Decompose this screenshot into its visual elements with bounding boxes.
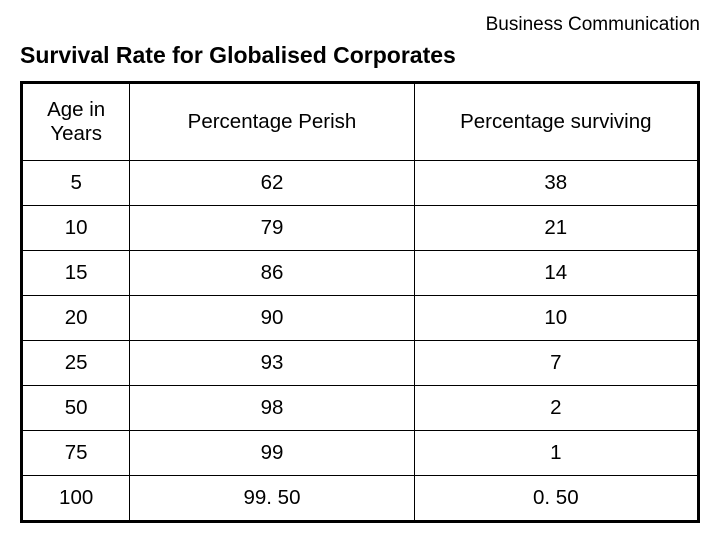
- page-title: Survival Rate for Globalised Corporates: [20, 42, 700, 69]
- cell-age: 5: [22, 161, 130, 206]
- col-header-perish: Percentage Perish: [130, 83, 414, 161]
- table-row: 75 99 1: [22, 431, 699, 476]
- cell-age: 10: [22, 206, 130, 251]
- cell-perish: 93: [130, 341, 414, 386]
- table-header-row: Age in Years Percentage Perish Percentag…: [22, 83, 699, 161]
- cell-age: 100: [22, 476, 130, 522]
- cell-perish: 86: [130, 251, 414, 296]
- table-row: 15 86 14: [22, 251, 699, 296]
- cell-survive: 14: [414, 251, 698, 296]
- cell-survive: 10: [414, 296, 698, 341]
- cell-perish: 62: [130, 161, 414, 206]
- cell-perish: 98: [130, 386, 414, 431]
- cell-survive: 7: [414, 341, 698, 386]
- table-row: 100 99. 50 0. 50: [22, 476, 699, 522]
- cell-survive: 38: [414, 161, 698, 206]
- table-row: 20 90 10: [22, 296, 699, 341]
- col-header-age: Age in Years: [22, 83, 130, 161]
- cell-age: 25: [22, 341, 130, 386]
- header-label: Business Communication: [20, 14, 700, 36]
- col-header-surviving: Percentage surviving: [414, 83, 698, 161]
- cell-perish: 79: [130, 206, 414, 251]
- table-body: 5 62 38 10 79 21 15 86 14 20 90 10 25 93…: [22, 161, 699, 522]
- table-row: 50 98 2: [22, 386, 699, 431]
- cell-age: 15: [22, 251, 130, 296]
- table-row: 10 79 21: [22, 206, 699, 251]
- table-row: 5 62 38: [22, 161, 699, 206]
- cell-perish: 90: [130, 296, 414, 341]
- cell-age: 20: [22, 296, 130, 341]
- cell-perish: 99. 50: [130, 476, 414, 522]
- cell-age: 75: [22, 431, 130, 476]
- cell-survive: 2: [414, 386, 698, 431]
- cell-perish: 99: [130, 431, 414, 476]
- cell-survive: 21: [414, 206, 698, 251]
- survival-rate-table: Age in Years Percentage Perish Percentag…: [20, 81, 700, 523]
- cell-age: 50: [22, 386, 130, 431]
- cell-survive: 1: [414, 431, 698, 476]
- table-row: 25 93 7: [22, 341, 699, 386]
- cell-survive: 0. 50: [414, 476, 698, 522]
